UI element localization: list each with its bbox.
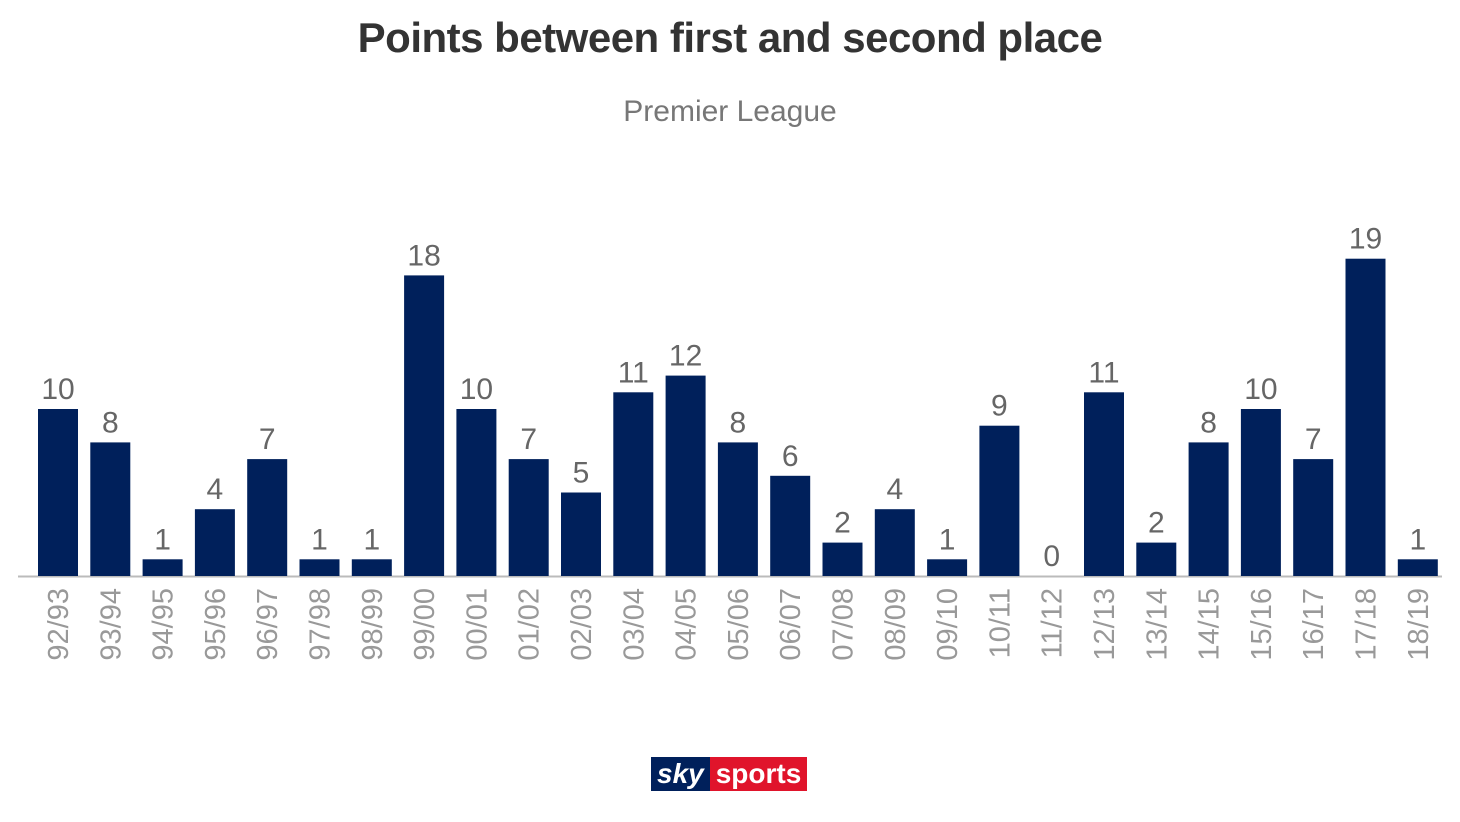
x-tick-label-08/09: 08/09 <box>880 588 912 661</box>
chart-subtitle: Premier League <box>623 95 837 128</box>
bar-93/94 <box>90 442 131 576</box>
data-label-09/10: 1 <box>939 523 956 556</box>
data-label-92/93: 10 <box>41 373 74 406</box>
data-label-15/16: 10 <box>1244 373 1277 406</box>
data-label-13/14: 2 <box>1148 507 1165 540</box>
bar-92/93 <box>38 409 78 576</box>
data-label-02/03: 5 <box>573 457 590 490</box>
x-tick-label-16/17: 16/17 <box>1298 588 1330 661</box>
data-label-04/05: 12 <box>669 340 702 373</box>
x-tick-label-00/01: 00/01 <box>461 588 493 661</box>
x-tick-label-11/12: 11/12 <box>1037 588 1069 658</box>
x-tick-label-99/00: 99/00 <box>409 588 441 661</box>
bar-18/19 <box>1397 559 1438 576</box>
bar-02/03 <box>561 492 601 576</box>
data-label-99/00: 18 <box>407 239 440 272</box>
x-tick-label-95/96: 95/96 <box>200 588 232 661</box>
data-label-03/04: 11 <box>618 356 649 389</box>
bar-12/13 <box>1084 392 1124 576</box>
data-label-94/95: 1 <box>154 523 171 556</box>
data-label-12/13: 11 <box>1088 356 1119 389</box>
data-label-07/08: 2 <box>834 507 851 540</box>
logo-sports-text: sports <box>709 757 808 791</box>
sky-sports-logo: sky sports <box>651 757 808 791</box>
data-label-11/12: 0 <box>1043 540 1060 573</box>
bar-08/09 <box>874 509 915 576</box>
x-tick-label-03/04: 03/04 <box>618 588 650 661</box>
bar-94/95 <box>142 559 183 576</box>
bar-06/07 <box>770 475 811 576</box>
x-tick-label-98/99: 98/99 <box>357 588 389 661</box>
data-label-00/01: 10 <box>460 373 493 406</box>
bar-17/18 <box>1345 258 1386 576</box>
x-tick-label-18/19: 18/19 <box>1403 588 1435 661</box>
x-tick-label-12/13: 12/13 <box>1089 588 1121 661</box>
chart-title: Points between first and second place <box>357 14 1103 61</box>
x-tick-label-94/95: 94/95 <box>148 588 180 661</box>
bar-96/97 <box>247 459 288 576</box>
data-label-93/94: 8 <box>102 406 119 439</box>
x-tick-label-14/15: 14/15 <box>1194 588 1226 661</box>
data-label-16/17: 7 <box>1305 423 1322 456</box>
bar-98/99 <box>351 559 392 576</box>
bar-14/15 <box>1188 442 1229 576</box>
logo-sky-text: sky <box>651 757 710 791</box>
x-tick-label-09/10: 09/10 <box>932 588 964 661</box>
x-tick-label-04/05: 04/05 <box>671 588 703 661</box>
bar-00/01 <box>456 409 497 576</box>
x-tick-label-17/18: 17/18 <box>1351 588 1383 661</box>
x-tick-label-97/98: 97/98 <box>305 588 337 661</box>
data-label-18/19: 1 <box>1409 523 1426 556</box>
data-label-96/97: 7 <box>259 423 276 456</box>
bar-16/17 <box>1293 459 1334 576</box>
bar-10/11 <box>979 425 1020 576</box>
x-tick-label-06/07: 06/07 <box>775 588 807 661</box>
x-tick-label-02/03: 02/03 <box>566 588 598 661</box>
bar-03/04 <box>613 392 654 576</box>
bar-05/06 <box>717 442 758 576</box>
data-label-95/96: 4 <box>207 473 224 506</box>
data-label-98/99: 1 <box>363 523 380 556</box>
bar-09/10 <box>927 559 968 576</box>
data-label-10/11: 9 <box>991 390 1008 423</box>
x-tick-label-96/97: 96/97 <box>252 588 284 661</box>
data-label-01/02: 7 <box>520 423 537 456</box>
data-label-06/07: 6 <box>782 440 799 473</box>
x-tick-label-15/16: 15/16 <box>1246 588 1278 661</box>
bar-15/16 <box>1240 409 1281 576</box>
data-label-14/15: 8 <box>1200 406 1217 439</box>
data-label-97/98: 1 <box>311 523 328 556</box>
bar-07/08 <box>822 542 863 576</box>
x-tick-label-07/08: 07/08 <box>828 588 860 661</box>
x-tick-label-01/02: 01/02 <box>514 588 546 661</box>
x-tick-label-93/94: 93/94 <box>95 588 127 661</box>
data-label-08/09: 4 <box>886 473 903 506</box>
bar-97/98 <box>299 559 340 576</box>
bar-99/00 <box>404 275 445 576</box>
bar-01/02 <box>508 459 549 576</box>
x-tick-label-05/06: 05/06 <box>723 588 755 661</box>
data-label-05/06: 8 <box>730 406 747 439</box>
bar-95/96 <box>194 509 235 576</box>
bar-13/14 <box>1136 542 1177 576</box>
x-tick-label-10/11: 10/11 <box>984 588 1016 658</box>
x-tick-label-92/93: 92/93 <box>43 588 75 661</box>
bar-04/05 <box>665 375 706 576</box>
x-tick-label-13/14: 13/14 <box>1141 588 1173 661</box>
data-label-17/18: 19 <box>1349 223 1382 256</box>
